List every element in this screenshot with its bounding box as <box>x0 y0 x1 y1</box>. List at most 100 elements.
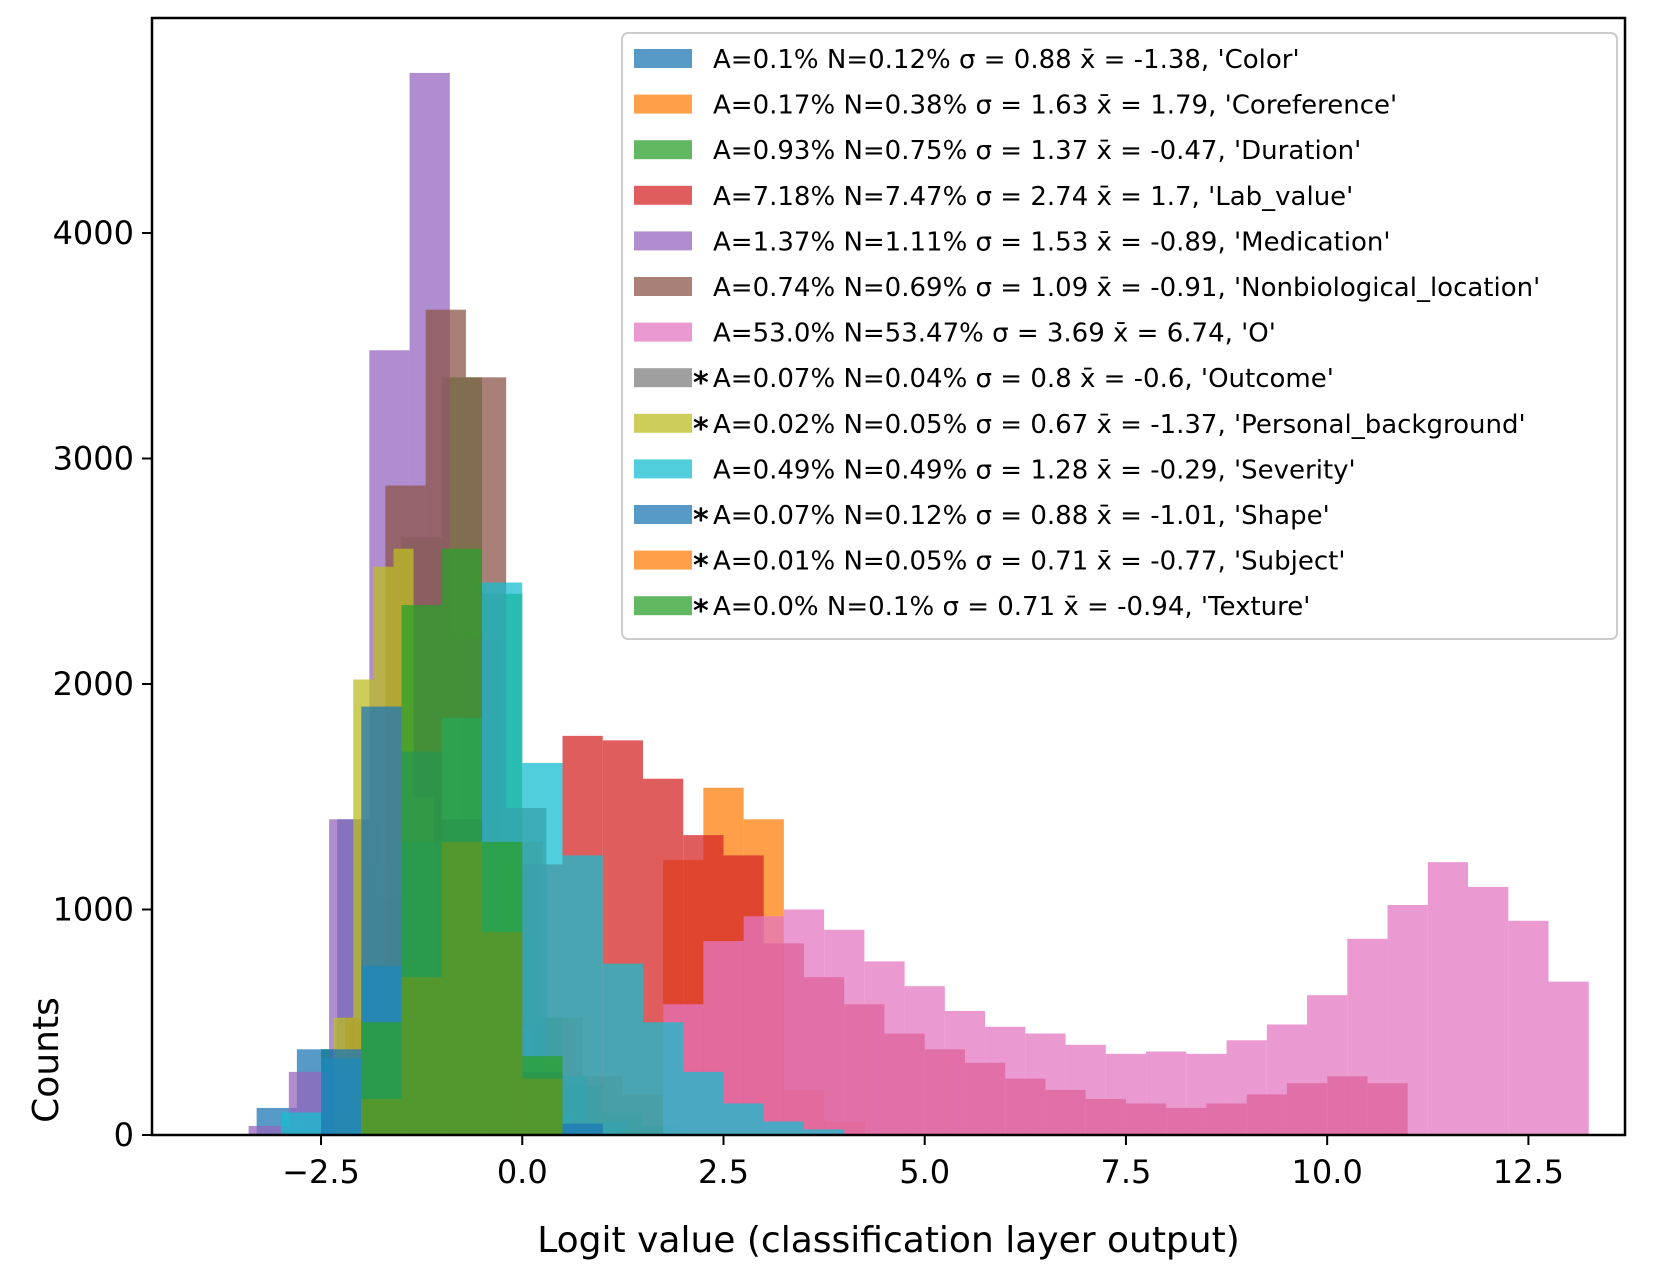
legend-label: A=0.1% N=0.12% σ = 0.88 x̄ = -1.38, 'Col… <box>713 45 1300 75</box>
legend-item: A=0.74% N=0.69% σ = 1.09 x̄ = -0.91, 'No… <box>634 273 1540 303</box>
legend-item: A=0.93% N=0.75% σ = 1.37 x̄ = -0.47, 'Du… <box>634 136 1361 166</box>
legend-item: A=0.49% N=0.49% σ = 1.28 x̄ = -0.29, 'Se… <box>634 455 1356 485</box>
legend-label: A=7.18% N=7.47% σ = 2.74 x̄ = 1.7, 'Lab_… <box>713 182 1353 212</box>
axes: −2.5 0.0 2.5 5.0 7.5 10.0 12.5 0 1000 2000 3000 40… <box>26 16 1627 1261</box>
histogram-bar <box>248 1125 289 1135</box>
legend-item: * A=0.0% N=0.1% σ = 0.71 x̄ = -0.94, 'Tex… <box>634 592 1310 629</box>
histogram-bar <box>522 1056 563 1135</box>
legend-swatch <box>634 368 692 388</box>
histogram-bar <box>803 1129 845 1135</box>
legend-item: * A=0.07% N=0.12% σ = 0.88 x̄ = -1.01, 'S… <box>634 501 1330 538</box>
legend-star-marker: * <box>693 549 709 584</box>
legend-label: A=0.07% N=0.04% σ = 0.8 x̄ = -0.6, 'Outc… <box>713 364 1334 394</box>
histogram-bar <box>562 855 603 1135</box>
histogram-series <box>663 862 1589 1135</box>
legend-star-marker: * <box>693 412 709 447</box>
y-axis-ticks: 0 1000 2000 3000 4000 <box>53 214 152 1154</box>
legend-label: A=0.49% N=0.49% σ = 1.28 x̄ = -0.29, 'Se… <box>713 455 1356 485</box>
legend-box <box>621 32 1618 640</box>
histogram-bar <box>864 961 905 1135</box>
y-tick-label: 3000 <box>53 440 134 478</box>
y-axis-label: Counts <box>26 997 67 1123</box>
x-tick-label: 5.0 <box>899 1153 950 1191</box>
legend-item: * A=0.01% N=0.05% σ = 0.71 x̄ = -0.77, 'S… <box>634 547 1346 584</box>
legend-items: A=0.1% N=0.12% σ = 0.88 x̄ = -1.38, 'Col… <box>634 45 1540 629</box>
histogram-bar <box>361 1022 402 1135</box>
legend-label: A=0.0% N=0.1% σ = 0.71 x̄ = -0.94, 'Text… <box>713 592 1310 622</box>
legend-label: A=0.02% N=0.05% σ = 0.67 x̄ = -1.37, 'Pe… <box>713 410 1526 440</box>
y-tick-label: 0 <box>114 1116 134 1154</box>
histogram-bar <box>743 916 784 1135</box>
histogram-bar <box>602 963 643 1135</box>
histogram-bar <box>904 986 945 1135</box>
legend-swatch <box>634 505 692 524</box>
x-tick-label: 12.5 <box>1493 1153 1564 1191</box>
legend-item: A=0.1% N=0.12% σ = 0.88 x̄ = -1.38, 'Col… <box>634 45 1300 75</box>
legend-item: A=53.0% N=53.47% σ = 3.69 x̄ = 6.74, 'O' <box>634 319 1276 349</box>
legend-label: A=0.07% N=0.12% σ = 0.88 x̄ = -1.01, 'Sh… <box>713 501 1330 531</box>
legend: A=0.1% N=0.12% σ = 0.88 x̄ = -1.38, 'Col… <box>621 32 1618 640</box>
legend-label: A=0.17% N=0.38% σ = 1.63 x̄ = 1.79, 'Cor… <box>713 91 1397 121</box>
legend-label: A=0.74% N=0.69% σ = 1.09 x̄ = -0.91, 'No… <box>713 273 1540 303</box>
legend-swatch <box>634 322 692 342</box>
legend-label: A=1.37% N=1.11% σ = 1.53 x̄ = -0.89, 'Me… <box>713 227 1391 257</box>
legend-label: A=0.01% N=0.05% σ = 0.71 x̄ = -0.77, 'Su… <box>713 547 1346 577</box>
legend-swatch <box>634 277 692 296</box>
histogram-bar <box>783 909 825 1135</box>
x-axis-label: Logit value (classification layer output… <box>537 1220 1240 1261</box>
legend-swatch <box>634 413 692 433</box>
histogram-bar <box>723 1103 764 1135</box>
x-tick-label: 0.0 <box>497 1153 548 1191</box>
plot-frame <box>150 16 1627 1137</box>
histogram-bars <box>248 72 1589 1135</box>
histogram-bar <box>1266 1024 1308 1135</box>
histogram-series <box>361 548 563 1135</box>
legend-swatch <box>634 185 692 205</box>
bars-clip-group <box>248 72 1589 1135</box>
legend-item: A=7.18% N=7.47% σ = 2.74 x̄ = 1.7, 'Lab_… <box>634 182 1353 212</box>
y-tick-label: 2000 <box>53 665 134 703</box>
histogram-bar <box>1347 938 1388 1135</box>
histogram-bar <box>441 548 483 1135</box>
histogram-bar <box>1548 981 1589 1135</box>
histogram-bar <box>1468 886 1509 1135</box>
legend-item: A=0.17% N=0.38% σ = 1.63 x̄ = 1.79, 'Cor… <box>634 91 1397 121</box>
histogram-bar <box>985 1026 1026 1135</box>
legend-item: A=1.37% N=1.11% σ = 1.53 x̄ = -0.89, 'Me… <box>634 227 1391 257</box>
legend-swatch <box>634 49 692 68</box>
histogram-bar <box>824 929 865 1135</box>
histogram-bar <box>280 1112 322 1135</box>
histogram-bar <box>763 1121 804 1135</box>
legend-swatch <box>634 596 692 616</box>
x-tick-label: −2.5 <box>282 1153 360 1191</box>
x-axis-ticks: −2.5 0.0 2.5 5.0 7.5 10.0 12.5 <box>282 1135 1564 1191</box>
histogram-bar <box>944 1010 986 1135</box>
legend-swatch <box>634 94 692 114</box>
legend-label: A=53.0% N=53.47% σ = 3.69 x̄ = 6.74, 'O' <box>713 319 1276 349</box>
legend-label: A=0.93% N=0.75% σ = 1.37 x̄ = -0.47, 'Du… <box>713 136 1361 166</box>
y-tick-label: 1000 <box>53 891 134 929</box>
histogram-bar <box>1065 1044 1106 1135</box>
legend-swatch <box>634 231 692 251</box>
histogram-bar <box>1105 1053 1147 1135</box>
legend-star-marker: * <box>693 594 709 629</box>
x-tick-label: 10.0 <box>1292 1153 1363 1191</box>
histogram-bar <box>1427 862 1469 1135</box>
histogram-bar <box>1307 995 1348 1135</box>
x-tick-label: 2.5 <box>698 1153 749 1191</box>
histogram-bar <box>321 1049 362 1135</box>
legend-swatch <box>634 550 692 570</box>
histogram-bar <box>1146 1051 1187 1135</box>
histogram-bar <box>562 1123 603 1135</box>
legend-star-marker: * <box>693 366 709 401</box>
histogram-bar <box>1508 920 1549 1135</box>
histogram-bar <box>643 1022 684 1135</box>
legend-star-marker: * <box>693 503 709 538</box>
histogram-bar <box>482 841 523 1135</box>
histogram-bar <box>1226 1040 1267 1135</box>
histogram-bar <box>1387 904 1428 1135</box>
legend-item: * A=0.07% N=0.04% σ = 0.8 x̄ = -0.6, 'Out… <box>634 364 1334 401</box>
histogram-bar <box>1025 1033 1066 1135</box>
x-tick-label: 7.5 <box>1101 1153 1152 1191</box>
